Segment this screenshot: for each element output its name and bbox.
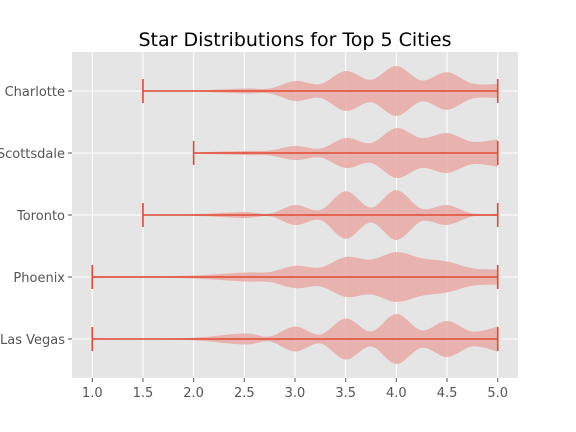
x-tick-label: 1.5 [133, 386, 154, 401]
y-tick-label: Scottsdale [0, 147, 65, 162]
x-tick-label: 5.0 [487, 386, 508, 401]
y-tick-label: Charlotte [5, 85, 65, 100]
x-tick-label: 1.0 [82, 386, 103, 401]
x-tick-label: 4.0 [386, 386, 407, 401]
y-tick-label: Las Vegas [0, 333, 65, 348]
x-tick-label: 2.0 [183, 386, 204, 401]
chart-title: Star Distributions for Top 5 Cities [138, 29, 451, 51]
y-tick-label: Phoenix [13, 271, 65, 286]
x-axis-ticks: 1.0 1.5 2.0 2.5 3.0 3.5 4.0 4.5 5.0 [82, 378, 508, 401]
violins [91, 65, 499, 365]
y-tick-label: Toronto [16, 209, 65, 224]
y-axis-ticks: Las Vegas Phoenix Toronto Scottsdale Charlot… [0, 85, 72, 348]
x-tick-label: 2.5 [234, 386, 255, 401]
x-tick-label: 4.5 [437, 386, 458, 401]
x-tick-label: 3.0 [285, 386, 306, 401]
x-tick-label: 3.5 [335, 386, 356, 401]
